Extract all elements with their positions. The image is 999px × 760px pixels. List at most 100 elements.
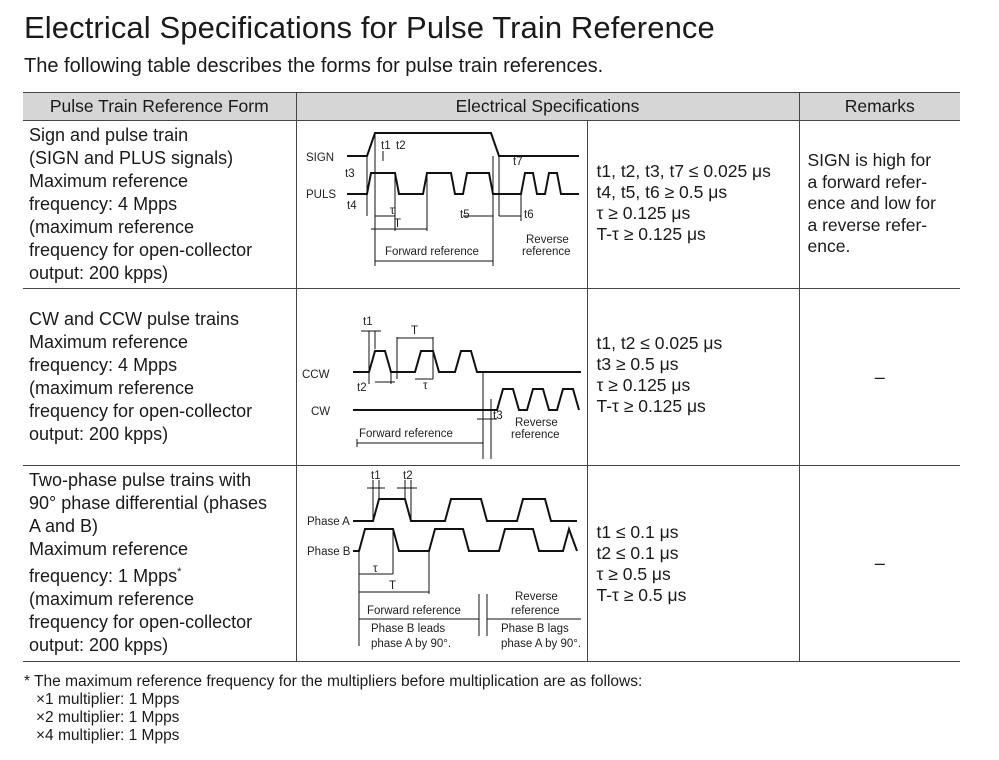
diagram-label: t2 <box>357 382 367 394</box>
spec-line: t2 ≤ 0.1 μs <box>596 543 679 563</box>
diagram-label: t1 <box>381 140 391 152</box>
form-line: (SIGN and PLUS signals) <box>29 148 234 168</box>
table-header-row: Pulse Train Reference Form Electrical Sp… <box>23 92 960 121</box>
spec-line: τ ≥ 0.5 μs <box>596 564 671 584</box>
form-cell: CW and CCW pulse trains Maximum referenc… <box>23 288 296 466</box>
remark-line: a reverse refer- <box>807 214 928 235</box>
remark-line: SIGN is high for <box>807 150 932 170</box>
diagram-label: τ <box>390 205 395 217</box>
diagram-label: t6 <box>524 209 534 221</box>
diagram-label: τ <box>373 563 378 575</box>
spec-line: t3 ≥ 0.5 μs <box>596 354 679 374</box>
spec-values: t1, t2, t3, t7 ≤ 0.025 μs t4, t5, t6 ≥ 0… <box>588 121 771 288</box>
timing-diagram-cw-ccw: CCW CW t1 T t2 τ t3 Forward reference Re… <box>297 289 588 465</box>
signal-label: SIGN <box>306 152 334 164</box>
form-line: (maximum reference <box>29 217 195 237</box>
footnote-item: ×4 multiplier: 1 Mpps <box>36 727 180 744</box>
header-specs: Electrical Specifications <box>295 92 799 121</box>
form-line: frequency: 1 Mpps* <box>29 566 182 586</box>
form-line: frequency: 4 Mpps <box>29 194 178 214</box>
page-subtitle: The following table describes the forms … <box>24 55 604 77</box>
form-line: Maximum reference <box>29 332 189 352</box>
remarks-cell: SIGN is high for a forward refer- ence a… <box>798 120 960 289</box>
remark-line: ence and low for <box>807 193 936 213</box>
diagram-label: t2 <box>396 140 406 152</box>
remark-dash: – <box>874 553 885 573</box>
form-line: 90° phase differential (phases <box>29 493 268 513</box>
diagram-label: t5 <box>460 209 470 221</box>
form-line: output: 200 kpps) <box>29 424 169 444</box>
diagram-label: T <box>394 218 401 230</box>
diagram-label: t3 <box>345 168 355 180</box>
table-row: Sign and pulse train (SIGN and PLUS sign… <box>23 120 960 289</box>
specs-cell: Phase A Phase B t1 t2 τ T Forward refere… <box>295 465 799 662</box>
footnote-mark: * <box>177 566 182 578</box>
signal-label: CCW <box>302 369 330 381</box>
form-line: frequency: 4 Mpps <box>29 355 178 375</box>
forward-sub: phase A by 90°. <box>371 638 451 650</box>
footnote-text: * The maximum reference frequency for th… <box>24 673 643 690</box>
signal-label: Phase A <box>307 516 350 528</box>
diagram-label: t7 <box>513 156 523 168</box>
reverse-label: Reverse <box>515 417 558 429</box>
form-line: output: 200 kpps) <box>29 635 169 655</box>
reverse-label: reference <box>522 246 571 258</box>
forward-label: Forward reference <box>359 428 453 440</box>
form-line: frequency for open-collector <box>29 612 253 632</box>
reverse-sub: Phase B lags <box>501 623 569 635</box>
spec-values: t1, t2 ≤ 0.025 μs t3 ≥ 0.5 μs τ ≥ 0.125 … <box>588 289 723 465</box>
form-line: A and B) <box>29 516 99 536</box>
spec-line: T-τ ≥ 0.125 μs <box>596 396 706 416</box>
header-form: Pulse Train Reference Form <box>23 92 296 121</box>
form-line: Two-phase pulse trains with <box>29 470 252 490</box>
diagram-label: τ <box>423 380 428 392</box>
table-row: Two-phase pulse trains with 90° phase di… <box>23 465 960 662</box>
form-line: (maximum reference <box>29 378 195 398</box>
reverse-label: reference <box>511 429 560 441</box>
signal-label: Phase B <box>307 546 351 558</box>
remarks-cell: – <box>798 288 960 466</box>
diagram-label: t4 <box>347 200 357 212</box>
timing-diagram-sign-pulse: SIGN PULS t1 t2 t3 t4 τ T t5 t6 t7 Forwa… <box>297 121 588 288</box>
spec-values: t1 ≤ 0.1 μs t2 ≤ 0.1 μs τ ≥ 0.5 μs T-τ ≥… <box>588 466 687 661</box>
remark-line: ence. <box>807 236 851 256</box>
footnote-item: ×1 multiplier: 1 Mpps <box>36 691 180 708</box>
form-cell: Sign and pulse train (SIGN and PLUS sign… <box>23 120 296 289</box>
diagram-label: t1 <box>363 316 373 328</box>
reverse-sub: phase A by 90°. <box>501 638 581 650</box>
header-remarks: Remarks <box>798 92 960 121</box>
reverse-label: Reverse <box>515 591 558 603</box>
footnote-item: ×2 multiplier: 1 Mpps <box>36 709 180 726</box>
reverse-label: Reverse <box>526 234 569 246</box>
remark-line: a forward refer- <box>807 171 928 192</box>
diagram-label: t2 <box>403 470 413 482</box>
spec-line: t4, t5, t6 ≥ 0.5 μs <box>596 182 728 202</box>
page-title: Electrical Specifications for Pulse Trai… <box>24 10 715 45</box>
specs-cell: SIGN PULS t1 t2 t3 t4 τ T t5 t6 t7 Forwa… <box>295 120 799 289</box>
spec-line: τ ≥ 0.125 μs <box>596 203 691 223</box>
specs-cell: CCW CW t1 T t2 τ t3 Forward reference Re… <box>295 288 799 466</box>
signal-label: PULS <box>306 189 336 201</box>
spec-line: t1 ≤ 0.1 μs <box>596 522 679 542</box>
diagram-label: T <box>389 580 396 592</box>
remarks-cell: – <box>798 465 960 662</box>
form-line: Maximum reference <box>29 539 189 559</box>
form-cell: Two-phase pulse trains with 90° phase di… <box>23 465 296 662</box>
forward-sub: Phase B leads <box>371 623 445 635</box>
timing-diagram-two-phase: Phase A Phase B t1 t2 τ T Forward refere… <box>297 466 588 661</box>
table-row: CW and CCW pulse trains Maximum referenc… <box>23 288 960 466</box>
form-line: Maximum reference <box>29 171 189 191</box>
spec-line: t1, t2 ≤ 0.025 μs <box>596 333 723 353</box>
spec-line: τ ≥ 0.125 μs <box>596 375 691 395</box>
spec-line: t1, t2, t3, t7 ≤ 0.025 μs <box>596 161 771 181</box>
spec-table: Pulse Train Reference Form Electrical Sp… <box>23 92 960 662</box>
signal-label: CW <box>311 406 330 418</box>
footnote: * The maximum reference frequency for th… <box>24 673 642 745</box>
form-line: frequency for open-collector <box>29 240 253 260</box>
form-line: output: 200 kpps) <box>29 263 169 283</box>
diagram-label: t1 <box>371 470 381 482</box>
forward-label: Forward reference <box>385 246 479 258</box>
diagram-label: t3 <box>493 410 503 422</box>
form-line: frequency for open-collector <box>29 401 253 421</box>
spec-line: T-τ ≥ 0.125 μs <box>596 224 706 244</box>
